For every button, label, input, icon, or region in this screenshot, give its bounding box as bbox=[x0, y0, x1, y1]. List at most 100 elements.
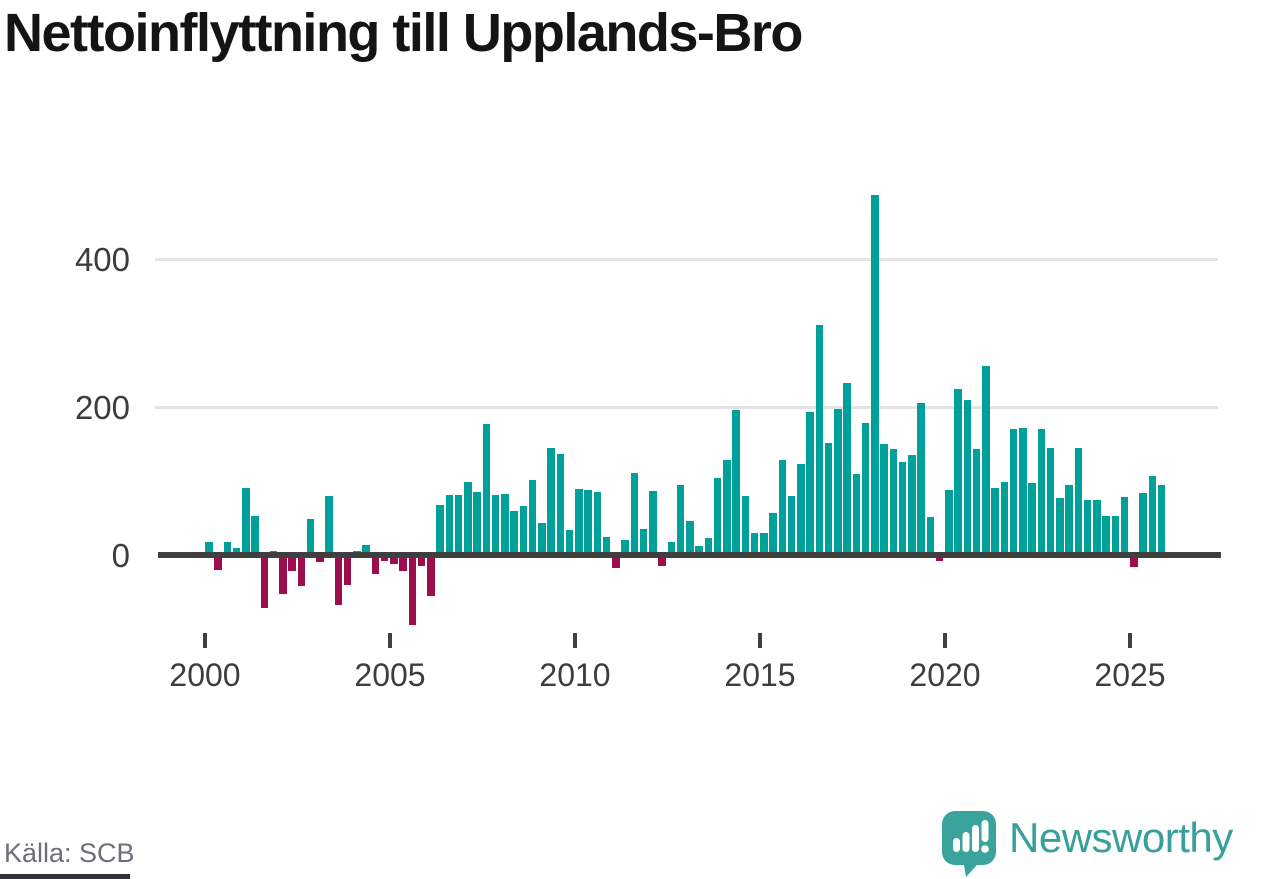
bar-2020-Q4 bbox=[972, 449, 981, 555]
y-gridline bbox=[155, 405, 1218, 409]
bar-2022-Q2 bbox=[1028, 483, 1036, 555]
bar-2002-Q3 bbox=[297, 555, 305, 587]
bar-2006-Q2 bbox=[436, 504, 444, 555]
bar-2009-Q2 bbox=[547, 447, 555, 555]
x-axis-tick bbox=[388, 633, 392, 648]
bar-2012-Q2 bbox=[658, 555, 666, 567]
bar-2015-Q2 bbox=[769, 512, 777, 555]
bar-2019-Q3 bbox=[926, 517, 934, 555]
y-axis-tick-label: 0 bbox=[111, 537, 130, 574]
x-axis-tick-label: 2005 bbox=[354, 657, 426, 693]
bar-2023-Q2 bbox=[1065, 484, 1073, 555]
bar-2016-Q1 bbox=[797, 463, 805, 555]
x-axis-tick-label: 2010 bbox=[539, 657, 611, 693]
bar-2005-Q1 bbox=[390, 555, 398, 564]
bar-2020-Q1 bbox=[945, 489, 953, 555]
bar-2014-Q4 bbox=[750, 532, 759, 555]
x-axis-tick-label: 2000 bbox=[169, 657, 241, 693]
bar-2017-Q2 bbox=[843, 382, 851, 555]
bar-2010-Q3 bbox=[593, 492, 601, 555]
bar-2011-Q3 bbox=[630, 472, 638, 555]
x-axis-tick-label: 2025 bbox=[1094, 657, 1166, 693]
bar-2021-Q2 bbox=[991, 488, 999, 555]
bar-2011-Q4 bbox=[639, 529, 648, 555]
bar-2023-Q1 bbox=[1056, 498, 1064, 555]
newsworthy-logo: Newsworthy bbox=[941, 810, 1233, 879]
bar-2024-Q2 bbox=[1102, 515, 1110, 555]
bar-2016-Q2 bbox=[806, 412, 814, 555]
bar-2021-Q3 bbox=[1000, 481, 1008, 555]
bar-2001-Q1 bbox=[242, 488, 250, 555]
x-axis-tick bbox=[203, 633, 207, 648]
chart-title: Nettoinflyttning till Upplands-Bro bbox=[4, 3, 803, 63]
bar-2000-Q2 bbox=[214, 555, 222, 570]
bar-2012-Q1 bbox=[649, 491, 657, 555]
bar-2017-Q4 bbox=[861, 423, 870, 555]
bar-2009-Q1 bbox=[538, 523, 546, 555]
bar-2001-Q3 bbox=[260, 555, 268, 608]
bar-2013-Q3 bbox=[704, 537, 712, 555]
bar-2024-Q3 bbox=[1111, 515, 1119, 555]
x-axis-tick-label: 2020 bbox=[909, 657, 981, 693]
bar-2008-Q2 bbox=[510, 511, 518, 555]
bar-2019-Q2 bbox=[917, 403, 925, 555]
bar-2005-Q4 bbox=[417, 555, 426, 567]
bar-2008-Q4 bbox=[528, 480, 537, 555]
bar-2010-Q1 bbox=[575, 489, 583, 555]
bar-2016-Q4 bbox=[824, 442, 833, 555]
bar-2017-Q3 bbox=[852, 474, 860, 555]
y-gridline bbox=[155, 257, 1218, 261]
x-axis-tick bbox=[1128, 633, 1132, 648]
bar-2016-Q3 bbox=[815, 324, 823, 555]
bar-2024-Q4 bbox=[1120, 497, 1129, 555]
bar-2015-Q4 bbox=[787, 495, 796, 555]
x-axis-tick bbox=[758, 633, 762, 648]
x-axis-tick-label: 2015 bbox=[724, 657, 796, 693]
progress-bar bbox=[0, 874, 130, 879]
bar-2002-Q2 bbox=[288, 555, 296, 571]
bar-2020-Q3 bbox=[963, 399, 971, 555]
y-axis-tick-label: 200 bbox=[74, 389, 130, 426]
bar-2015-Q3 bbox=[778, 459, 786, 555]
bar-2000-Q1 bbox=[205, 542, 213, 555]
bar-2019-Q1 bbox=[908, 455, 916, 555]
bar-2008-Q1 bbox=[501, 494, 509, 555]
bar-2000-Q3 bbox=[223, 542, 231, 555]
newsworthy-logo-text: Newsworthy bbox=[1009, 814, 1233, 861]
bar-2013-Q2 bbox=[695, 546, 703, 555]
bar-2000-Q4 bbox=[232, 547, 241, 555]
bar-2009-Q4 bbox=[565, 529, 574, 555]
bar-2010-Q4 bbox=[602, 537, 611, 555]
bar-2007-Q4 bbox=[491, 495, 500, 555]
bar-2015-Q1 bbox=[760, 532, 768, 555]
bar-2005-Q3 bbox=[408, 555, 416, 625]
bar-2006-Q1 bbox=[427, 555, 435, 597]
bar-2013-Q1 bbox=[686, 520, 694, 555]
bar-2018-Q1 bbox=[871, 194, 879, 555]
bar-2003-Q4 bbox=[343, 555, 352, 585]
bar-2024-Q1 bbox=[1093, 499, 1101, 555]
bar-2022-Q1 bbox=[1019, 427, 1027, 555]
source-label: Källa: SCB bbox=[4, 838, 135, 868]
bar-2008-Q3 bbox=[519, 506, 527, 555]
bar-2018-Q4 bbox=[898, 461, 907, 555]
bar-2003-Q1 bbox=[316, 555, 324, 562]
zero-axis-line bbox=[158, 552, 1221, 558]
bar-2023-Q3 bbox=[1074, 448, 1082, 555]
bar-2014-Q1 bbox=[723, 459, 731, 555]
bar-2021-Q4 bbox=[1009, 429, 1018, 555]
y-axis-tick-label: 400 bbox=[74, 241, 130, 278]
bar-2013-Q4 bbox=[713, 478, 722, 555]
x-axis-tick bbox=[943, 633, 947, 648]
bar-2020-Q2 bbox=[954, 388, 962, 555]
bar-2005-Q2 bbox=[399, 555, 407, 572]
bar-2009-Q3 bbox=[556, 454, 564, 555]
bar-2001-Q2 bbox=[251, 515, 259, 555]
bar-2025-Q2 bbox=[1139, 492, 1147, 555]
bar-2006-Q4 bbox=[454, 495, 463, 555]
bar-2025-Q1 bbox=[1130, 555, 1138, 567]
bar-2023-Q4 bbox=[1083, 499, 1092, 555]
bar-2007-Q1 bbox=[464, 482, 472, 555]
bar-2022-Q4 bbox=[1046, 448, 1055, 555]
